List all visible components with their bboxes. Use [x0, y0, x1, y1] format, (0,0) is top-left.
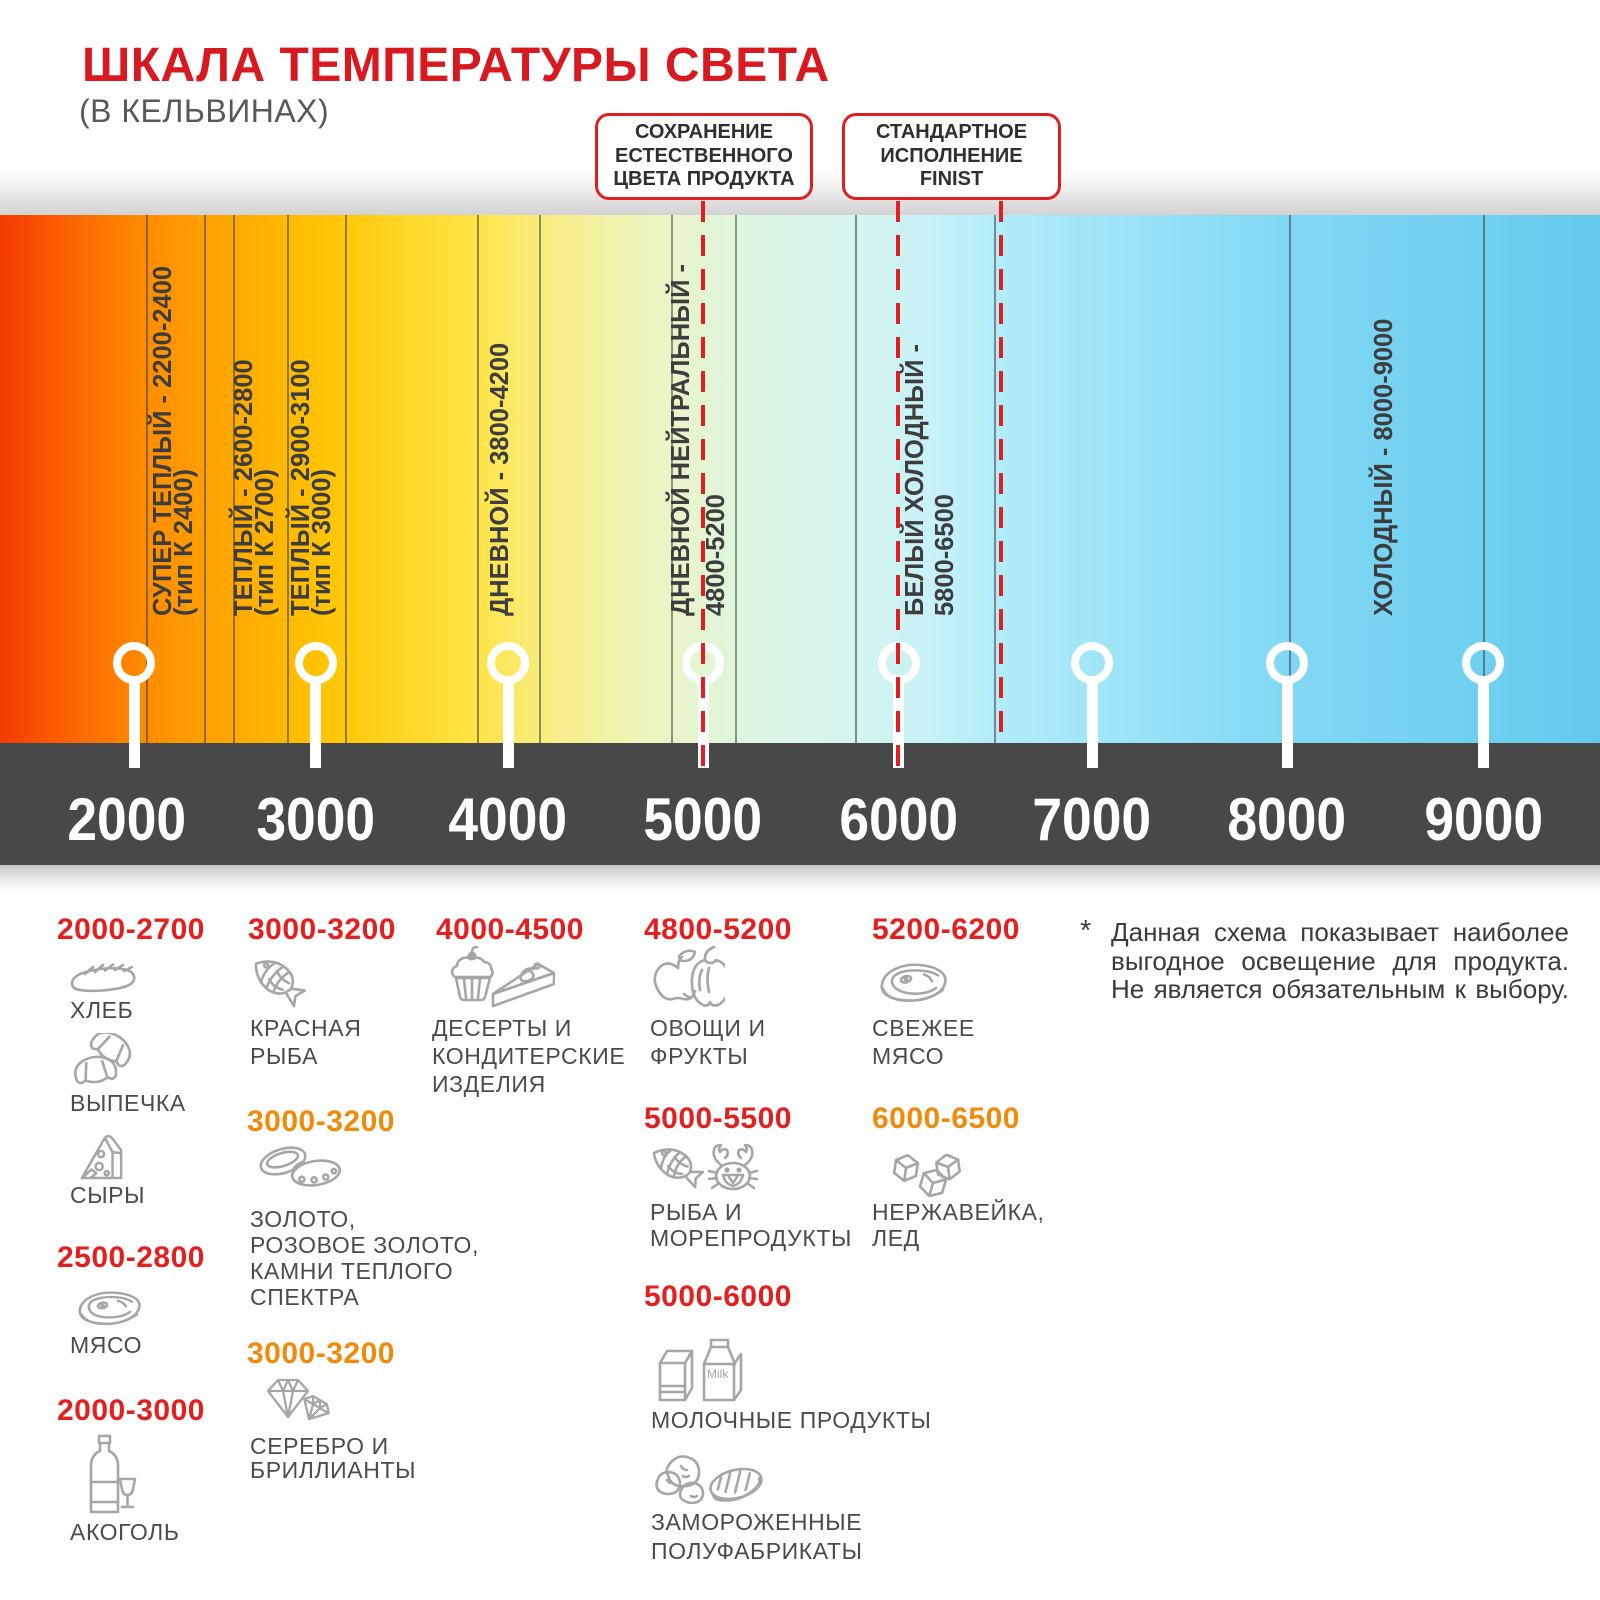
svg-text:Milk: Milk [707, 1367, 729, 1381]
